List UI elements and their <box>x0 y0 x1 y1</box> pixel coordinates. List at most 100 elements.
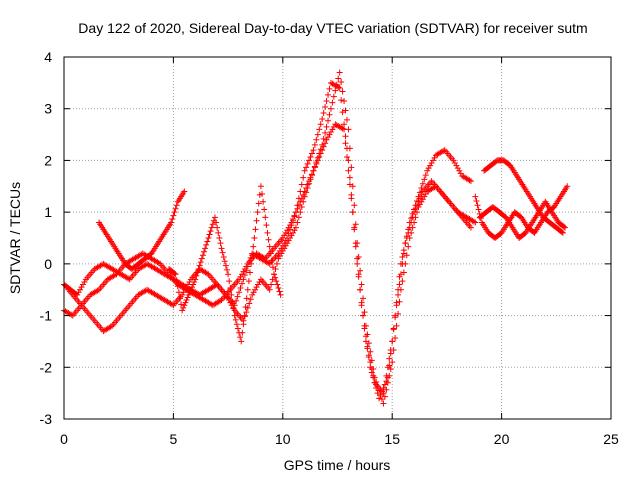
y-tick-label: -3 <box>40 411 53 427</box>
data-point <box>276 253 283 260</box>
data-point <box>238 338 245 345</box>
data-point <box>327 128 334 135</box>
data-point <box>243 295 250 302</box>
data-point <box>287 235 294 241</box>
data-point <box>304 185 311 192</box>
data-point <box>172 205 179 212</box>
data-point <box>211 214 218 221</box>
x-tick-label: 5 <box>170 431 178 447</box>
data-point <box>332 87 339 94</box>
data-point <box>355 253 362 260</box>
data-point <box>290 229 297 236</box>
data-point <box>395 310 402 317</box>
data-point <box>377 391 384 398</box>
data-point <box>430 157 437 164</box>
data-point <box>284 240 291 247</box>
data-point <box>262 214 269 221</box>
data-point <box>342 133 349 140</box>
plot-frame <box>63 56 612 420</box>
data-point <box>257 183 264 190</box>
data-point <box>285 237 292 244</box>
data-point <box>79 281 86 288</box>
data-point <box>266 286 273 293</box>
data-point <box>368 357 375 364</box>
data-point <box>171 209 178 216</box>
data-point <box>173 277 180 284</box>
data-point <box>274 281 281 288</box>
y-tick-label: 4 <box>44 49 52 65</box>
data-point <box>365 340 372 347</box>
data-point <box>237 273 244 280</box>
data-point <box>558 228 565 235</box>
data-point <box>329 99 336 106</box>
data-point <box>393 302 400 309</box>
data-point <box>378 396 385 403</box>
data-point <box>419 196 426 203</box>
data-point <box>237 284 244 291</box>
data-point <box>319 147 326 154</box>
data-point <box>303 189 310 196</box>
data-point <box>364 343 371 350</box>
data-point <box>251 235 258 241</box>
data-point <box>301 167 308 174</box>
data-point <box>183 284 190 291</box>
data-point <box>273 278 280 285</box>
data-point <box>387 350 394 357</box>
data-point <box>279 247 286 254</box>
data-point <box>231 312 238 319</box>
data-point <box>346 174 353 181</box>
data-point <box>222 262 229 269</box>
series-track-4 <box>96 188 188 273</box>
data-point <box>354 240 361 247</box>
data-point <box>348 164 355 171</box>
data-point <box>306 180 313 187</box>
data-point <box>338 78 345 85</box>
data-point <box>217 297 224 304</box>
data-point <box>297 209 304 216</box>
data-point <box>268 257 275 264</box>
data-point <box>342 140 349 147</box>
data-point <box>422 172 429 179</box>
data-point <box>170 212 177 219</box>
data-point <box>559 229 566 236</box>
data-point <box>342 107 349 114</box>
chart-title: Day 122 of 2020, Sidereal Day-to-day VTE… <box>78 20 587 36</box>
data-point <box>424 167 431 174</box>
data-point <box>181 188 188 195</box>
data-point <box>360 295 367 302</box>
data-point <box>203 241 210 248</box>
data-point <box>352 221 359 228</box>
data-point <box>357 286 364 293</box>
series-track-3 <box>65 69 474 407</box>
y-axis-label: SDTVAR / TECUs <box>7 182 23 294</box>
data-point <box>196 262 203 269</box>
data-point <box>386 372 393 379</box>
data-point <box>168 301 175 308</box>
data-point <box>239 329 246 336</box>
data-point <box>355 271 362 278</box>
data-point <box>467 224 474 231</box>
data-point <box>314 154 321 161</box>
data-point <box>260 254 267 261</box>
data-point <box>208 224 215 231</box>
data-point <box>245 278 252 285</box>
data-point <box>341 121 348 128</box>
data-point <box>273 260 280 267</box>
data-point <box>112 272 119 279</box>
data-point <box>325 117 332 124</box>
data-point <box>217 240 224 247</box>
data-point <box>226 278 233 285</box>
data-point <box>392 314 399 321</box>
data-point <box>68 311 75 318</box>
data-point <box>346 145 353 152</box>
data-point <box>308 150 315 157</box>
data-point <box>317 146 324 153</box>
data-point <box>323 97 330 104</box>
data-point <box>411 219 418 226</box>
data-point <box>317 121 324 128</box>
data-point <box>393 322 400 329</box>
data-point <box>197 259 204 266</box>
data-point <box>267 250 274 257</box>
data-point <box>343 116 350 123</box>
